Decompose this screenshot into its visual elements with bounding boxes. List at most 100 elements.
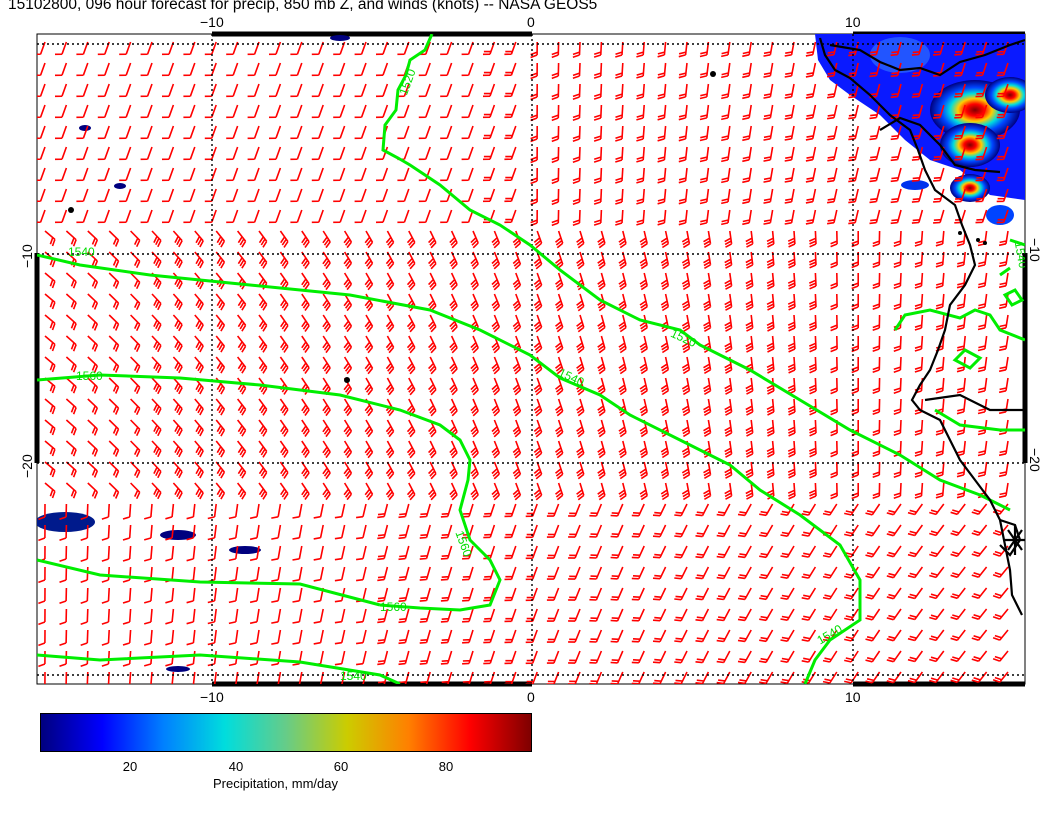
wind-barb xyxy=(992,524,1009,536)
wind-barb xyxy=(657,83,667,100)
wind-barb xyxy=(784,167,795,183)
wind-barb xyxy=(398,524,410,540)
wind-barb xyxy=(808,398,817,416)
wind-barb xyxy=(151,251,162,269)
wind-barb xyxy=(631,503,645,517)
wind-barb xyxy=(977,419,988,436)
wind-barb xyxy=(745,482,754,500)
wind-barb xyxy=(572,188,581,205)
wind-barb xyxy=(87,356,99,373)
wind-barb xyxy=(440,608,453,623)
wind-barb xyxy=(249,608,260,625)
wind-barb xyxy=(449,377,458,396)
wind-barb xyxy=(512,398,522,417)
wind-barb xyxy=(872,335,881,353)
wind-barb xyxy=(576,335,585,354)
wind-barb xyxy=(530,209,538,227)
wind-barb xyxy=(108,251,120,268)
wind-barb xyxy=(826,104,838,120)
wind-barb xyxy=(279,461,289,479)
wind-barb xyxy=(151,377,162,395)
wind-barb xyxy=(512,377,522,396)
wind-barb xyxy=(449,461,458,480)
wind-barb xyxy=(660,461,670,480)
wind-barb xyxy=(151,356,162,374)
wind-barb xyxy=(695,608,710,622)
wind-barb xyxy=(183,125,196,140)
wind-barb xyxy=(385,440,395,459)
wind-barb xyxy=(207,503,217,520)
wind-barb xyxy=(787,419,796,437)
wind-barb xyxy=(954,62,966,77)
wind-barb xyxy=(375,62,389,77)
wind-barb xyxy=(954,125,966,140)
wind-barb xyxy=(589,545,603,559)
wind-barb xyxy=(787,293,796,311)
wind-barb xyxy=(886,524,902,537)
wind-barb xyxy=(589,566,603,580)
wind-barb xyxy=(236,482,247,500)
wind-barb xyxy=(808,377,817,395)
wind-barb xyxy=(589,608,603,622)
wind-barb xyxy=(107,671,110,684)
wind-barb xyxy=(377,629,389,645)
wind-barb xyxy=(271,545,282,561)
wind-barb xyxy=(554,272,564,291)
wind-barb xyxy=(844,650,859,663)
wind-barb xyxy=(977,377,988,394)
wind-barb xyxy=(364,293,374,312)
wind-barb xyxy=(872,377,881,395)
wind-barb xyxy=(101,608,110,625)
wind-barb xyxy=(470,482,479,501)
wind-barb xyxy=(950,650,966,663)
wind-barb xyxy=(975,125,988,140)
wind-barb xyxy=(950,524,966,537)
wind-barb xyxy=(615,41,624,58)
wind-barb xyxy=(491,377,501,396)
wind-barb xyxy=(745,314,754,332)
wind-barb xyxy=(636,146,645,163)
wind-barb xyxy=(742,167,752,184)
wind-barb xyxy=(236,461,247,479)
wind-barb xyxy=(364,461,374,480)
wind-barb xyxy=(504,83,517,98)
wind-barb xyxy=(375,83,389,98)
wind-barb xyxy=(354,167,367,182)
wind-barb xyxy=(301,293,310,311)
wind-barb xyxy=(186,650,196,667)
wind-barb xyxy=(87,272,99,289)
bottom-tick-label: 10 xyxy=(845,689,861,705)
wind-barb xyxy=(441,671,453,684)
wind-barb xyxy=(449,440,458,459)
wind-barb xyxy=(780,671,795,684)
wind-barb xyxy=(65,230,77,247)
wind-barb xyxy=(787,482,796,500)
wind-barb xyxy=(699,167,710,184)
wind-barb xyxy=(992,671,1009,683)
wind-barb xyxy=(65,419,77,436)
wind-barb xyxy=(172,272,183,290)
wind-barb xyxy=(724,251,733,269)
wind-barb xyxy=(631,608,645,622)
wind-barb xyxy=(80,524,89,541)
wind-barb xyxy=(721,62,731,79)
wind-barb xyxy=(428,314,437,333)
wind-barb xyxy=(576,419,585,438)
wind-barb xyxy=(311,146,324,161)
wind-barb xyxy=(119,62,132,77)
wind-barb xyxy=(355,566,367,582)
wind-barb xyxy=(593,146,603,163)
wind-barb xyxy=(204,167,217,182)
wind-barb xyxy=(268,41,282,56)
wind-barbs xyxy=(37,41,1009,684)
wind-barb xyxy=(935,230,945,247)
wind-barb xyxy=(375,167,389,182)
wind-barb xyxy=(80,503,89,520)
wind-barb xyxy=(364,440,374,459)
wind-barb xyxy=(805,125,817,141)
wind-barb xyxy=(268,104,282,119)
wind-barb xyxy=(183,209,196,224)
wind-barb xyxy=(343,230,353,249)
wind-barb xyxy=(724,293,733,311)
wind-barb xyxy=(652,629,667,643)
